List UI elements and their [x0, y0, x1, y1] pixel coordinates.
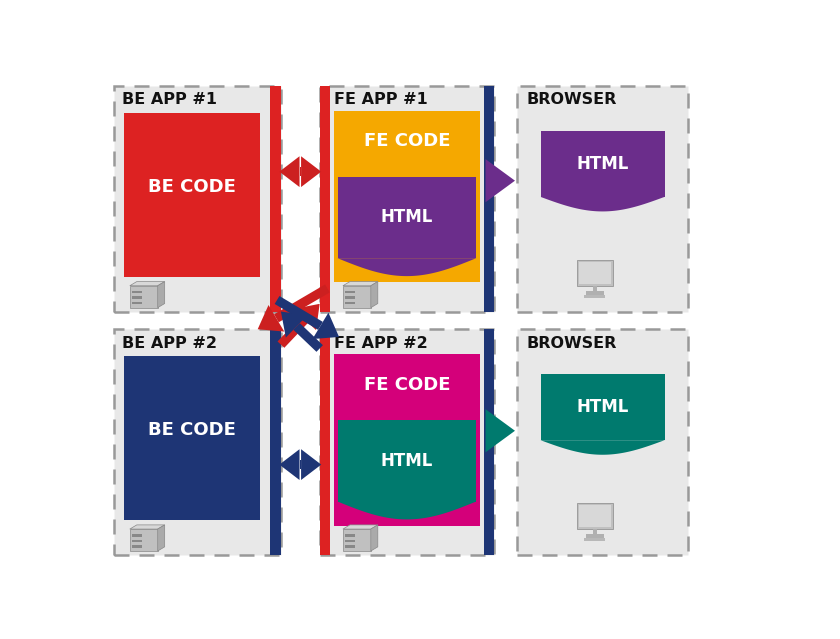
- Bar: [333, 111, 480, 282]
- Polygon shape: [293, 323, 323, 352]
- Polygon shape: [370, 525, 378, 551]
- Bar: [486, 174, 496, 187]
- Bar: [345, 296, 355, 299]
- Bar: [130, 286, 158, 308]
- Polygon shape: [301, 157, 321, 187]
- Text: FE CODE: FE CODE: [364, 132, 450, 150]
- Bar: [270, 329, 281, 555]
- Text: BE CODE: BE CODE: [148, 421, 236, 439]
- Bar: [320, 329, 330, 555]
- Polygon shape: [158, 282, 165, 308]
- Bar: [486, 424, 496, 437]
- Bar: [132, 534, 142, 537]
- Text: BROWSER: BROWSER: [527, 92, 617, 107]
- Bar: [541, 374, 664, 440]
- Bar: [541, 130, 664, 197]
- Bar: [130, 529, 158, 551]
- Polygon shape: [130, 282, 165, 286]
- Text: HTML: HTML: [381, 452, 433, 470]
- Text: FE APP #2: FE APP #2: [333, 335, 428, 351]
- Text: BE APP #2: BE APP #2: [122, 335, 217, 351]
- Text: BROWSER: BROWSER: [527, 335, 617, 351]
- Bar: [132, 302, 142, 304]
- Text: BE APP #1: BE APP #1: [122, 92, 217, 107]
- Bar: [320, 86, 494, 312]
- Bar: [132, 539, 142, 543]
- Polygon shape: [130, 525, 165, 529]
- Polygon shape: [486, 409, 515, 452]
- Bar: [593, 286, 596, 291]
- Polygon shape: [258, 305, 284, 332]
- Bar: [484, 329, 494, 555]
- Bar: [577, 259, 613, 286]
- Polygon shape: [275, 296, 323, 330]
- Bar: [270, 86, 281, 312]
- Bar: [593, 529, 596, 534]
- Polygon shape: [158, 525, 165, 551]
- Bar: [132, 296, 142, 299]
- Bar: [517, 86, 688, 312]
- Bar: [338, 420, 476, 502]
- Bar: [345, 291, 355, 293]
- Polygon shape: [274, 284, 330, 322]
- Bar: [579, 505, 611, 527]
- Bar: [579, 262, 611, 284]
- Polygon shape: [486, 159, 515, 202]
- Text: FE CODE: FE CODE: [364, 376, 450, 394]
- Bar: [345, 534, 355, 537]
- Bar: [300, 460, 301, 469]
- Bar: [320, 329, 494, 555]
- Text: BE CODE: BE CODE: [148, 178, 236, 196]
- Bar: [132, 291, 142, 293]
- Bar: [577, 503, 613, 529]
- Bar: [132, 545, 142, 548]
- Bar: [343, 286, 370, 308]
- Polygon shape: [293, 304, 320, 330]
- Polygon shape: [338, 502, 476, 520]
- Polygon shape: [343, 525, 378, 529]
- Polygon shape: [338, 258, 476, 276]
- Polygon shape: [277, 316, 308, 348]
- Bar: [585, 291, 604, 296]
- Text: FE APP #1: FE APP #1: [333, 92, 428, 107]
- Bar: [320, 86, 330, 312]
- Bar: [123, 113, 260, 277]
- Bar: [585, 295, 606, 298]
- Bar: [114, 86, 281, 312]
- Polygon shape: [280, 157, 300, 187]
- Polygon shape: [301, 449, 321, 480]
- Bar: [343, 529, 370, 551]
- Polygon shape: [280, 449, 300, 480]
- Bar: [484, 86, 494, 312]
- Polygon shape: [541, 197, 664, 212]
- Polygon shape: [541, 440, 664, 455]
- Text: HTML: HTML: [381, 208, 433, 226]
- Bar: [585, 534, 604, 540]
- Text: HTML: HTML: [576, 155, 628, 173]
- Polygon shape: [281, 312, 307, 337]
- Text: HTML: HTML: [576, 398, 628, 416]
- Bar: [114, 329, 281, 555]
- Bar: [517, 329, 688, 555]
- Bar: [333, 354, 480, 526]
- Bar: [300, 167, 301, 176]
- Bar: [338, 176, 476, 258]
- Polygon shape: [312, 312, 339, 339]
- Polygon shape: [343, 282, 378, 286]
- Bar: [345, 302, 355, 304]
- Bar: [345, 539, 355, 543]
- Bar: [345, 545, 355, 548]
- Bar: [585, 539, 606, 541]
- Polygon shape: [370, 282, 378, 308]
- Bar: [123, 356, 260, 520]
